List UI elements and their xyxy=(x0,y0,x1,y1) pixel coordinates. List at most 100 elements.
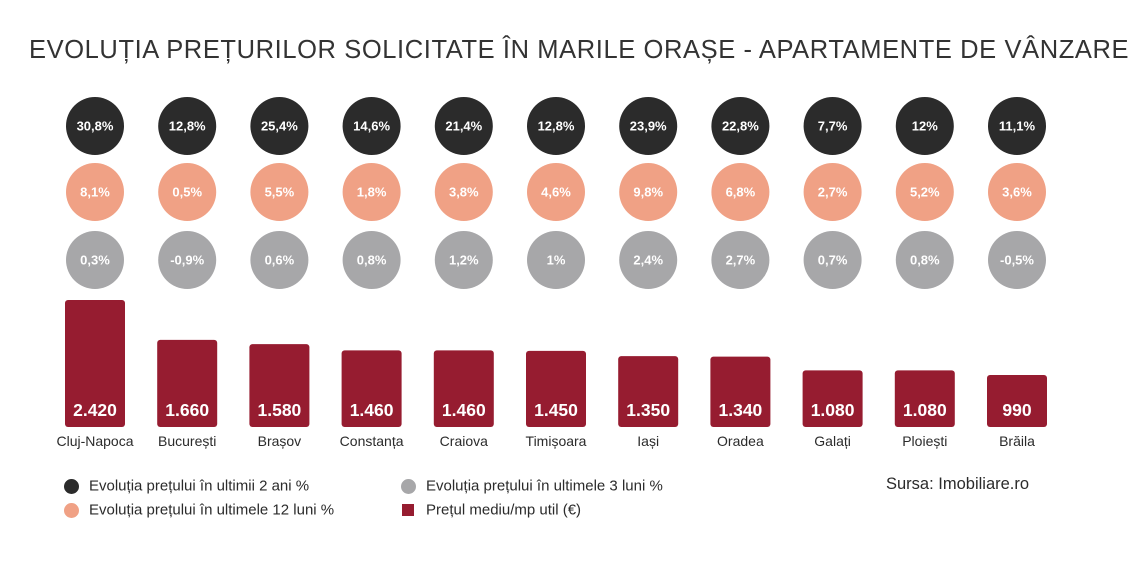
circle-three-months xyxy=(711,231,770,289)
label-three-months: 0,3% xyxy=(80,253,110,268)
circle-two-years xyxy=(434,97,493,155)
label-three-months: -0,5% xyxy=(1000,253,1034,268)
circle-three-months xyxy=(895,231,954,289)
bar-value-label: 1.340 xyxy=(719,400,763,420)
label-three-months: 0,6% xyxy=(265,253,295,268)
label-twelve-months: 0,5% xyxy=(172,185,202,200)
label-two-years: 14,6% xyxy=(353,119,390,134)
circle-two-years xyxy=(619,97,678,155)
label-twelve-months: 6,8% xyxy=(726,185,756,200)
circle-three-months xyxy=(250,231,309,289)
label-twelve-months: 3,8% xyxy=(449,185,479,200)
bar-value-label: 990 xyxy=(1002,400,1031,420)
label-twelve-months: 3,6% xyxy=(1002,185,1032,200)
label-two-years: 21,4% xyxy=(445,119,482,134)
category-label: Ploiești xyxy=(902,433,947,449)
circle-twelve-months xyxy=(342,163,401,221)
legend-item-two-years: Evoluția prețului în ultimii 2 ani % xyxy=(64,477,309,495)
category-label: Craiova xyxy=(440,433,488,449)
chart-title: EVOLUȚIA PREȚURILOR SOLICITATE ÎN MARILE… xyxy=(29,36,1130,64)
label-three-months: 0,8% xyxy=(910,253,940,268)
source-note: Sursa: Imobiliare.ro xyxy=(886,475,1030,493)
label-twelve-months: 2,7% xyxy=(818,185,848,200)
label-twelve-months: 5,5% xyxy=(265,185,295,200)
label-three-months: 1% xyxy=(547,253,566,268)
bar xyxy=(433,350,494,427)
circle-two-years xyxy=(988,97,1046,155)
bar xyxy=(802,370,863,427)
label-three-months: -0,9% xyxy=(170,253,204,268)
bar-value-label: 1.080 xyxy=(811,400,855,420)
circle-twelve-months xyxy=(711,163,770,221)
circle-twelve-months xyxy=(434,163,493,221)
bar-value-label: 2.420 xyxy=(73,400,117,420)
circle-two-years xyxy=(66,97,124,155)
legend-dot-salmon-icon xyxy=(64,502,79,518)
label-twelve-months: 4,6% xyxy=(541,185,571,200)
label-two-years: 30,8% xyxy=(77,119,114,134)
legend-label: Evoluția prețului în ultimele 3 luni % xyxy=(426,477,663,495)
circle-twelve-months xyxy=(527,163,585,221)
bar xyxy=(65,300,125,427)
circle-twelve-months xyxy=(619,163,678,221)
bar xyxy=(987,375,1047,427)
legend-dot-gray-icon xyxy=(401,478,416,494)
circle-three-months xyxy=(803,231,862,289)
circle-two-years xyxy=(250,97,309,155)
circle-two-years xyxy=(711,97,770,155)
circle-twelve-months xyxy=(158,163,217,221)
bar-value-label: 1.460 xyxy=(442,400,486,420)
legend-square-icon xyxy=(402,504,414,517)
circle-three-months xyxy=(527,231,585,289)
label-twelve-months: 1,8% xyxy=(357,185,387,200)
label-two-years: 12,8% xyxy=(169,119,206,134)
circle-three-months xyxy=(66,231,124,289)
bar-value-label: 1.580 xyxy=(258,400,302,420)
bar xyxy=(526,350,586,427)
circle-two-years xyxy=(342,97,401,155)
circle-twelve-months xyxy=(988,163,1046,221)
label-three-months: 2,7% xyxy=(726,253,756,268)
label-two-years: 12,8% xyxy=(538,119,575,134)
category-label: Brăila xyxy=(999,433,1035,449)
bar xyxy=(341,350,402,427)
label-two-years: 22,8% xyxy=(722,119,759,134)
legend-label: Evoluția prețului în ultimii 2 ani % xyxy=(89,477,310,495)
bar-value-label: 1.450 xyxy=(534,400,578,420)
circle-three-months xyxy=(619,231,678,289)
circle-three-months xyxy=(988,231,1046,289)
bar xyxy=(618,356,679,427)
circle-three-months xyxy=(434,231,493,289)
bar xyxy=(894,370,955,427)
label-three-months: 1,2% xyxy=(449,253,479,268)
category-label: București xyxy=(158,433,216,449)
legend-label: Evoluția prețului în ultimele 12 luni % xyxy=(89,501,335,519)
circle-twelve-months xyxy=(895,163,954,221)
category-label: Cluj-Napoca xyxy=(56,433,133,449)
category-label: Constanța xyxy=(340,433,404,449)
category-label: Galați xyxy=(814,433,851,449)
circle-three-months xyxy=(342,231,401,289)
circle-two-years xyxy=(158,97,217,155)
label-three-months: 0,7% xyxy=(818,253,848,268)
label-two-years: 23,9% xyxy=(630,119,667,134)
circle-two-years xyxy=(527,97,585,155)
category-label: Brașov xyxy=(258,433,302,449)
bar xyxy=(157,339,218,427)
legend-dot-dark-icon xyxy=(64,478,79,494)
circle-two-years xyxy=(803,97,862,155)
bar xyxy=(249,344,310,427)
category-label: Iași xyxy=(637,433,659,449)
label-twelve-months: 8,1% xyxy=(80,185,110,200)
label-two-years: 7,7% xyxy=(818,119,848,134)
legend-item-twelve-months: Evoluția prețului în ultimele 12 luni % xyxy=(64,501,334,519)
label-twelve-months: 9,8% xyxy=(633,185,663,200)
bar-value-label: 1.080 xyxy=(903,400,947,420)
circle-twelve-months xyxy=(66,163,124,221)
bar-value-label: 1.460 xyxy=(350,400,394,420)
label-three-months: 2,4% xyxy=(633,253,663,268)
legend-item-three-months: Evoluția prețului în ultimele 3 luni % xyxy=(401,477,663,495)
legend-label: Prețul mediu/mp util (€) xyxy=(426,501,582,519)
label-two-years: 12% xyxy=(912,119,938,134)
circle-twelve-months xyxy=(250,163,309,221)
